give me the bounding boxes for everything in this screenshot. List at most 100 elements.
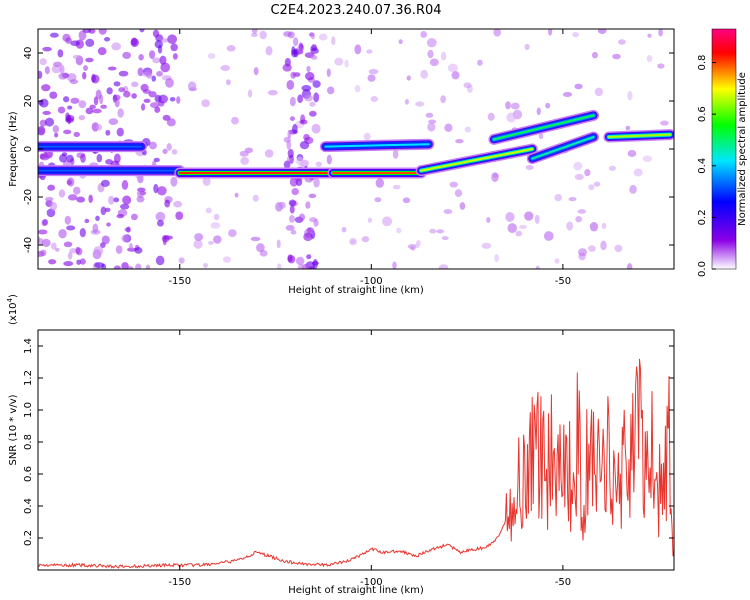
spectrogram-speckle — [487, 112, 495, 121]
colorbar-tick-label: 0.0 — [697, 261, 708, 277]
spectrogram-speckle — [601, 222, 607, 229]
x-tick-label: -150 — [168, 577, 191, 588]
spectrogram-speckle — [95, 215, 100, 221]
spectrogram-speckle — [234, 192, 239, 198]
spectrogram-speckle — [160, 38, 169, 43]
spectrogram-speckle — [536, 107, 541, 116]
spectrogram-speckle — [82, 29, 92, 34]
spectrogram-speckle — [297, 264, 306, 269]
spectrogram-speckle — [295, 256, 305, 266]
spectrogram-speckle — [39, 58, 47, 66]
spectrogram-speckle — [40, 249, 47, 257]
spectrogram-speckle — [363, 132, 371, 141]
spectrogram-speckle — [141, 103, 146, 111]
y-tick-label: 1.4 — [23, 338, 34, 354]
spectrogram-speckle — [175, 211, 184, 221]
spectrogram-speckle — [44, 117, 55, 127]
spectrogram-speckle — [78, 30, 87, 41]
spectrogram-speckle — [289, 205, 295, 214]
spectrogram-speckle — [38, 229, 48, 235]
spectrogram-speckle — [80, 153, 86, 163]
spectrogram-speckle — [58, 189, 66, 198]
spectrogram-speckle — [107, 66, 117, 71]
snr-panel: -150 -100 -50 0.2 0.4 0.6 0.8 1.0 1.2 1.4 Height… — [6, 294, 675, 596]
spectrogram-speckle — [256, 243, 265, 253]
spectrogram-speckle — [119, 203, 130, 210]
spectrogram-speckle — [633, 168, 643, 177]
colorbar-tick-label: 0.8 — [697, 55, 708, 71]
spectrogram-speckle — [392, 149, 399, 159]
spectrogram-speckle — [287, 129, 292, 139]
spectrogram-speckle — [660, 120, 669, 126]
spectrogram-speckle — [420, 30, 428, 38]
spectrogram-speckle — [151, 75, 157, 82]
spectrogram-speckle — [574, 173, 584, 180]
spectrogram-speckle — [222, 256, 232, 263]
spectrogram-speckle — [156, 70, 163, 77]
spectrogram-speckle — [63, 129, 72, 135]
spectrogram-speckle — [548, 29, 553, 36]
spectrogram-speckle — [134, 246, 143, 254]
spectrogram-speckle — [226, 45, 236, 52]
spectrogram-speckle — [112, 94, 121, 101]
spectrogram-speckle — [491, 172, 499, 183]
snr-y-scale-close: ) — [8, 294, 19, 298]
spectrogram-speckle — [167, 34, 178, 45]
spectrogram-speckle — [83, 65, 89, 71]
spectrogram-speckle — [49, 32, 59, 38]
spectrogram-speckle — [95, 124, 103, 131]
snr-x-label: Height of straight line (km) — [288, 585, 424, 596]
spectrogram-speckle — [459, 202, 466, 210]
spectrogram-speckle — [367, 217, 373, 223]
spectrogram-speckle — [67, 177, 75, 187]
spectrogram-speckle — [85, 57, 94, 63]
spectrogram-speckle — [145, 264, 151, 269]
spectrogram-speckle — [226, 79, 231, 86]
spectrogram-speckle — [169, 97, 176, 102]
spectrogram-speckle — [627, 90, 633, 101]
spectrogram-speckle — [59, 64, 65, 75]
x-tick-label: -150 — [168, 276, 191, 287]
spectrogram-speckle — [128, 242, 134, 251]
snr-y-label: SNR (10 * v/v) — [8, 394, 19, 465]
spectrogram-speckle — [118, 70, 129, 77]
spectrogram-speckle — [455, 138, 464, 144]
spectrogram-speckle — [406, 75, 411, 81]
spectrogram-speckle — [370, 95, 379, 103]
spectrogram-speckle — [178, 257, 185, 264]
spectrogram-speckle — [289, 116, 296, 121]
spectrogram-speckle — [82, 71, 87, 80]
spectrogram-speckle — [188, 87, 198, 92]
spectrogram-speckle — [57, 106, 66, 114]
spectrogram-speckle — [202, 176, 211, 187]
spectrogram-speckle — [149, 141, 157, 150]
spectrogram-speckle — [92, 223, 99, 234]
spectrogram-speckle — [173, 200, 183, 208]
spectrogram-speckle — [100, 104, 107, 109]
spectrogram-speckle — [507, 223, 518, 234]
spectrogram-speckle — [148, 91, 157, 98]
x-tick-label: -100 — [360, 276, 383, 287]
spectrogram-speckle — [290, 230, 297, 235]
spectrogram-speckle — [171, 149, 178, 155]
spectrogram-speckle — [194, 233, 204, 241]
y-tick-label: 40 — [23, 47, 34, 60]
spectrogram-speckle — [121, 262, 129, 269]
spectrogram-speckle — [65, 114, 75, 122]
spectrogram-speckle — [428, 119, 437, 124]
spectrogram-speckle — [103, 37, 111, 42]
spectrogram-speckle — [425, 112, 434, 118]
spectrogram-speckle — [341, 226, 347, 233]
spectrogram-speckle — [166, 143, 172, 151]
spectrogram-speckle — [288, 215, 295, 223]
spectrogram-speckle — [306, 65, 311, 73]
spectrogram-speckle — [193, 239, 203, 249]
spectrogram-speckle — [113, 197, 120, 203]
spectrogram-speckle — [429, 228, 437, 234]
spectrogram-speckle — [70, 97, 80, 104]
spectrogram-speckle — [562, 91, 573, 98]
spectrogram-speckle — [463, 82, 472, 89]
spectrogram-speckle — [647, 33, 652, 38]
spectrogram-speckle — [612, 53, 621, 60]
